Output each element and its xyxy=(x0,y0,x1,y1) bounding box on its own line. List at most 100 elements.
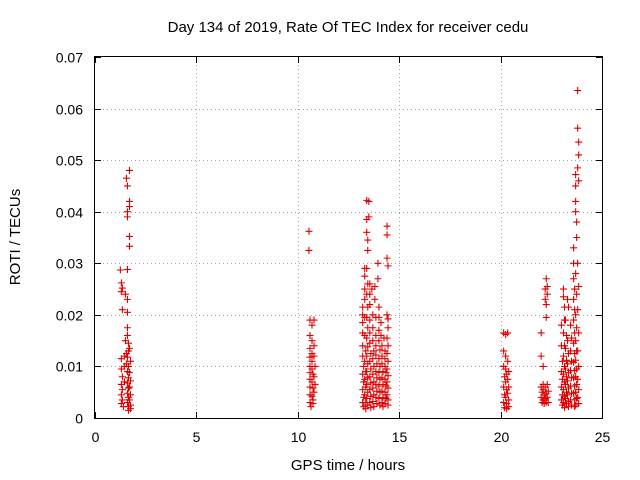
data-point xyxy=(308,337,316,345)
data-point xyxy=(125,344,133,352)
data-point xyxy=(366,399,374,407)
x-tick-label: 0 xyxy=(92,429,100,445)
data-point xyxy=(575,386,583,394)
data-point xyxy=(369,397,377,405)
y-tick-label: 0.03 xyxy=(56,256,83,272)
data-point xyxy=(572,197,580,205)
data-point xyxy=(365,213,373,221)
data-point xyxy=(117,391,125,399)
data-point xyxy=(123,182,131,190)
data-point xyxy=(306,353,314,361)
data-point xyxy=(379,380,387,388)
data-point xyxy=(565,403,573,411)
data-point xyxy=(126,405,134,413)
data-point xyxy=(366,290,374,298)
data-point xyxy=(310,388,318,396)
data-point xyxy=(504,329,512,337)
data-point xyxy=(561,344,569,352)
x-tick-label: 5 xyxy=(193,429,201,445)
data-point xyxy=(123,353,131,361)
data-point xyxy=(308,321,316,329)
chart-title: Day 134 of 2019, Rate Of TEC Index for r… xyxy=(168,19,529,36)
plot-frame xyxy=(94,56,603,419)
data-point xyxy=(363,264,371,272)
data-points xyxy=(116,87,583,414)
data-point xyxy=(363,228,371,236)
data-point xyxy=(558,357,566,365)
data-point xyxy=(375,326,383,334)
y-tick-label: 0.07 xyxy=(56,50,83,66)
data-point xyxy=(574,164,582,172)
data-point xyxy=(383,365,391,373)
data-point xyxy=(122,174,130,182)
data-point xyxy=(361,295,369,303)
data-point xyxy=(373,400,381,408)
y-tick-label: 0 xyxy=(75,411,83,427)
data-point xyxy=(573,218,581,226)
data-point xyxy=(570,244,578,252)
data-point xyxy=(372,393,380,401)
data-point xyxy=(305,227,313,235)
data-point xyxy=(367,404,375,412)
axes: 0 5 10 15 20 25 0 0.01 0.02 0.03 0.04 0.05 0.06 0.07 xyxy=(56,50,611,446)
data-point xyxy=(378,342,386,350)
data-point xyxy=(362,347,370,355)
data-point xyxy=(383,391,391,399)
data-point xyxy=(541,295,549,303)
data-point xyxy=(123,324,131,332)
data-point xyxy=(125,396,133,404)
data-point xyxy=(125,383,133,391)
data-point xyxy=(306,331,314,339)
data-point xyxy=(544,387,552,395)
data-point xyxy=(369,337,377,345)
data-point xyxy=(366,329,374,337)
y-tick-label: 0.01 xyxy=(56,359,83,375)
y-tick-label: 0.04 xyxy=(56,205,83,221)
data-point xyxy=(120,378,128,386)
data-point xyxy=(126,357,134,365)
data-point xyxy=(559,293,567,301)
data-point xyxy=(570,275,578,283)
data-point xyxy=(378,387,386,395)
data-point xyxy=(364,343,372,351)
data-point xyxy=(572,401,580,409)
data-point xyxy=(384,262,392,270)
data-point xyxy=(383,334,391,342)
data-point xyxy=(559,399,567,407)
data-point xyxy=(561,365,569,373)
data-point xyxy=(575,282,583,290)
data-point xyxy=(383,254,391,262)
x-tick-label: 25 xyxy=(595,429,611,445)
data-point xyxy=(575,329,583,337)
data-point xyxy=(118,396,126,404)
data-point xyxy=(359,319,367,327)
data-point xyxy=(383,378,391,386)
data-point xyxy=(361,375,369,383)
data-point xyxy=(118,386,126,394)
data-point xyxy=(572,337,580,345)
data-point xyxy=(383,222,391,230)
data-point xyxy=(372,380,380,388)
data-point xyxy=(123,295,131,303)
data-point xyxy=(121,290,129,298)
data-point xyxy=(570,295,578,303)
data-point xyxy=(126,377,134,385)
data-point xyxy=(125,203,133,211)
data-point xyxy=(379,393,387,401)
data-point xyxy=(561,394,569,402)
data-point xyxy=(505,396,513,404)
data-point xyxy=(575,177,583,185)
data-point xyxy=(372,342,380,350)
data-point xyxy=(379,368,387,376)
data-point xyxy=(561,380,569,388)
data-point xyxy=(375,313,383,321)
data-point xyxy=(573,324,581,332)
data-point xyxy=(575,400,583,408)
data-point xyxy=(565,303,573,311)
data-point xyxy=(384,357,392,365)
data-point xyxy=(564,337,572,345)
data-point xyxy=(363,380,371,388)
data-point xyxy=(308,357,316,365)
data-point xyxy=(572,171,580,179)
data-point xyxy=(117,279,125,287)
